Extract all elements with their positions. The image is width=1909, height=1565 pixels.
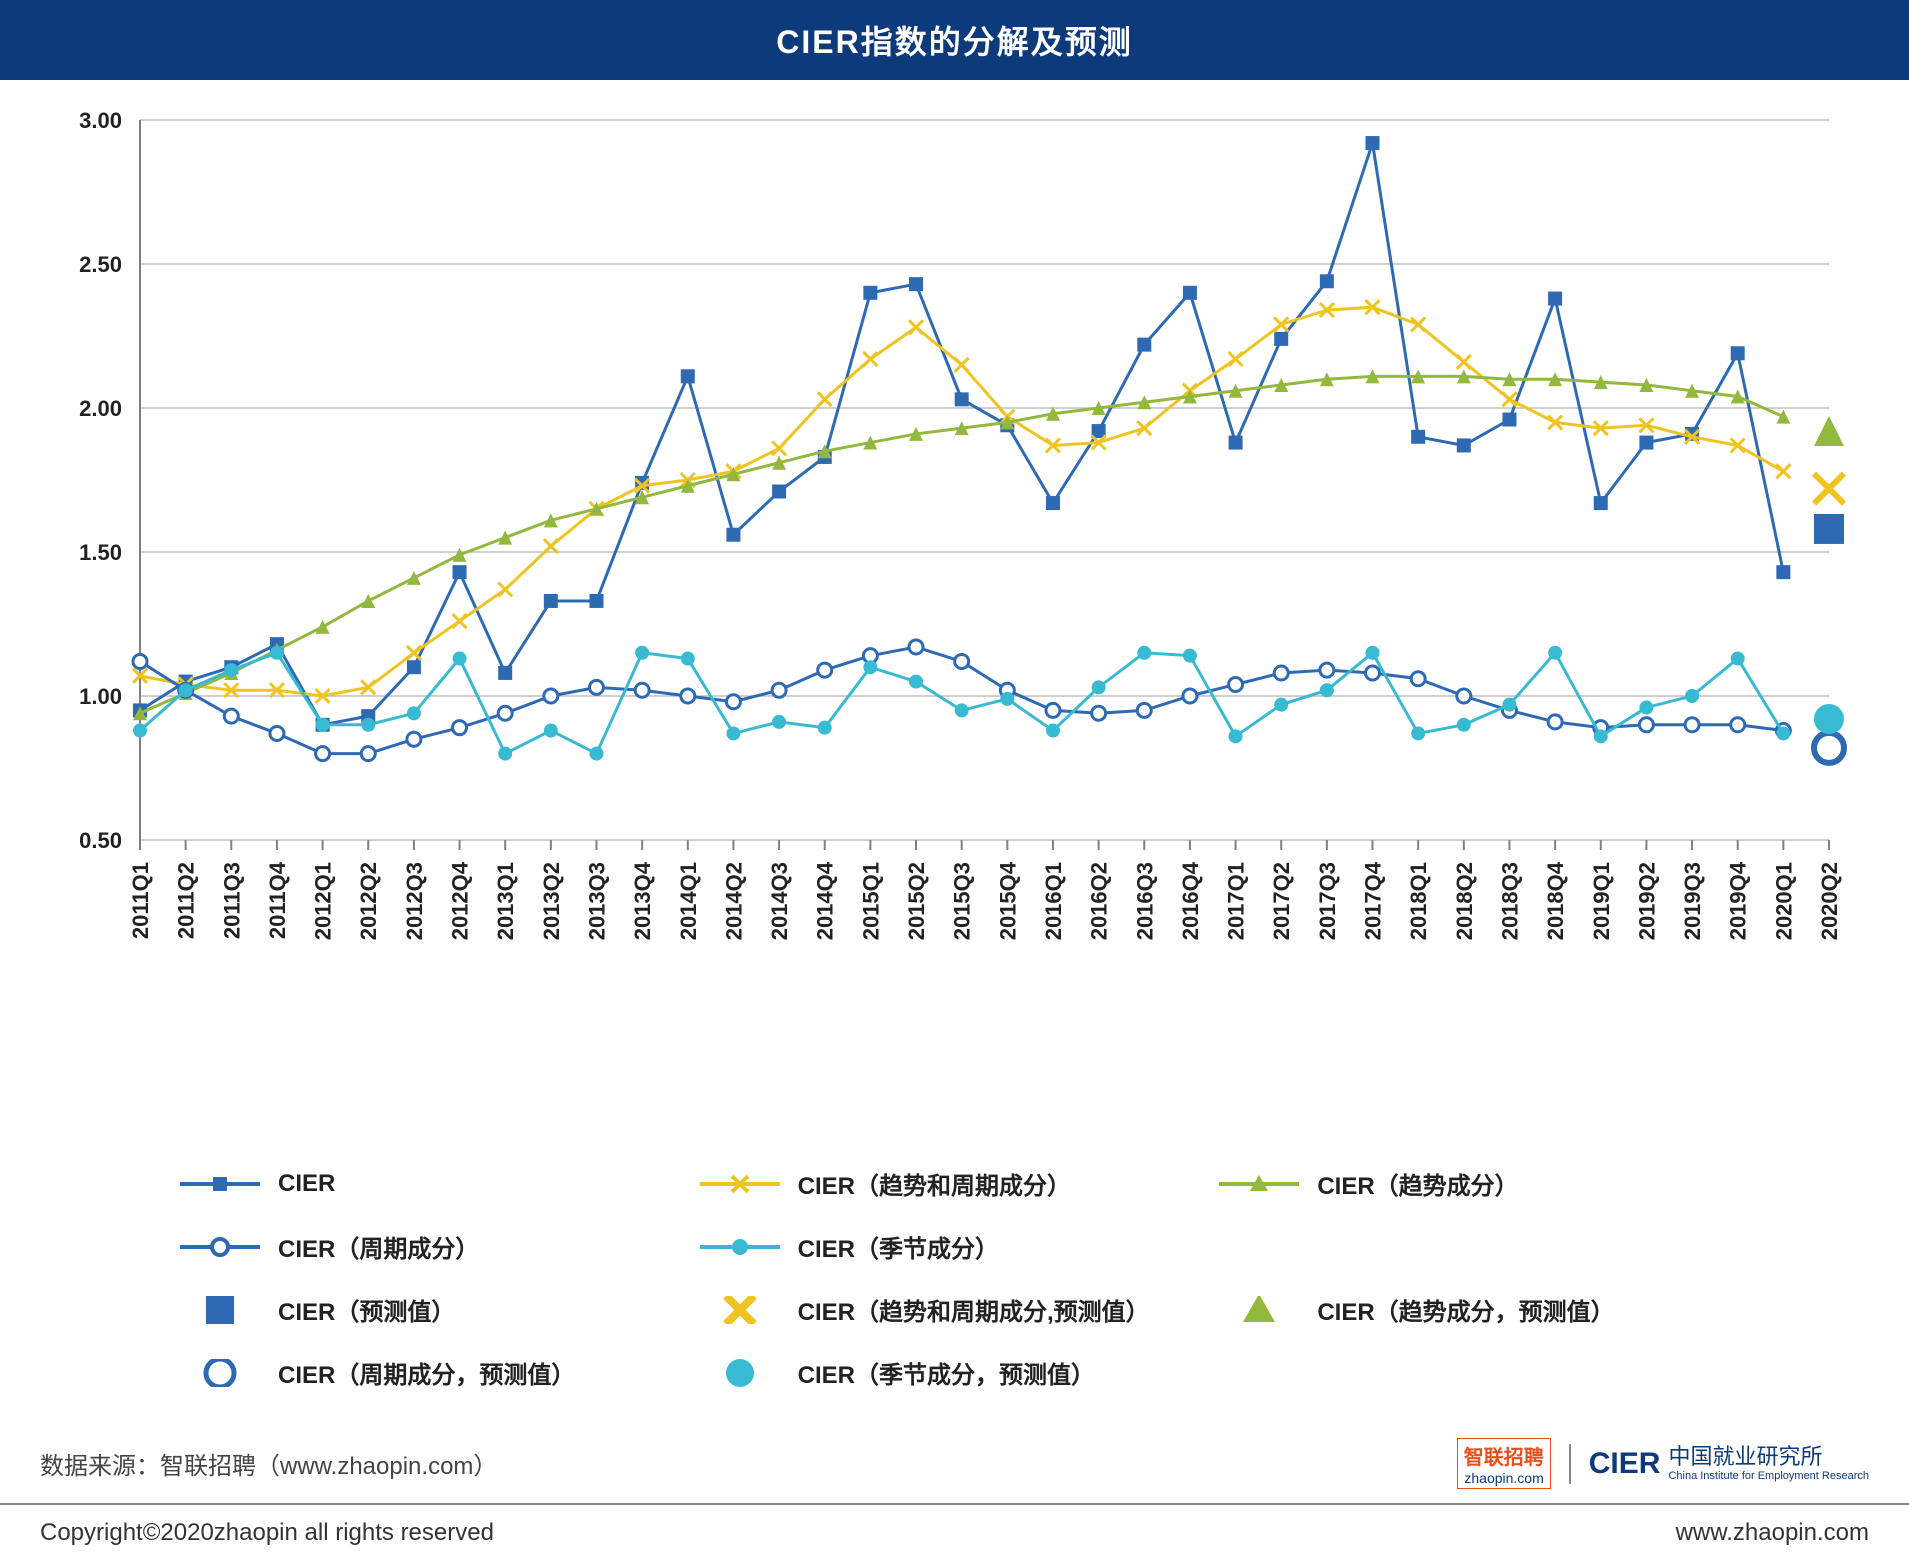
- svg-text:2020Q2: 2020Q2: [1817, 862, 1842, 940]
- svg-text:2012Q2: 2012Q2: [356, 862, 381, 940]
- zhaopin-logo-cn: 智联招聘: [1464, 1441, 1544, 1470]
- svg-text:2013Q1: 2013Q1: [493, 862, 518, 940]
- svg-text:2015Q1: 2015Q1: [858, 862, 883, 940]
- svg-text:2016Q2: 2016Q2: [1087, 862, 1112, 940]
- zhaopin-logo: 智联招聘 zhaopin.com: [1457, 1438, 1551, 1489]
- legend-label: CIER（趋势和周期成分,预测值）: [798, 1292, 1150, 1327]
- svg-text:2018Q1: 2018Q1: [1406, 862, 1431, 940]
- legend-symbol: [700, 1296, 780, 1324]
- svg-text:2011Q4: 2011Q4: [265, 861, 290, 939]
- svg-text:2017Q3: 2017Q3: [1315, 862, 1340, 940]
- legend-symbol: [180, 1359, 260, 1387]
- svg-text:2019Q4: 2019Q4: [1726, 861, 1751, 940]
- chart-area: 0.50 1.00 1.50 2.00 2.50 3.00 2011Q1 2011Q2 2011…: [0, 80, 1909, 1146]
- svg-text:2015Q4: 2015Q4: [995, 861, 1020, 940]
- legend-item: CIER（趋势成分）: [1219, 1166, 1729, 1201]
- source-row: 数据来源：智联招聘（www.zhaopin.com） 智联招聘 zhaopin.…: [0, 1420, 1909, 1503]
- legend-item: CIER（趋势和周期成分）: [700, 1166, 1210, 1201]
- legend-symbol: [1219, 1296, 1299, 1324]
- legend-label: CIER（趋势成分）: [1317, 1166, 1518, 1201]
- svg-text:2015Q3: 2015Q3: [950, 862, 975, 940]
- svg-text:2020Q1: 2020Q1: [1771, 862, 1796, 940]
- svg-text:2017Q1: 2017Q1: [1224, 862, 1249, 940]
- title-bar: CIER指数的分解及预测: [0, 0, 1909, 80]
- legend-item: CIER（季节成分，预测值）: [700, 1355, 1210, 1390]
- line-chart: 0.50 1.00 1.50 2.00 2.50 3.00 2011Q1 2011Q2 2011…: [40, 110, 1869, 1010]
- source-label: 数据来源：智联招聘（www.zhaopin.com）: [40, 1446, 497, 1481]
- svg-text:2017Q4: 2017Q4: [1361, 861, 1386, 940]
- legend-label: CIER（周期成分，预测值）: [278, 1355, 575, 1390]
- svg-text:2018Q4: 2018Q4: [1543, 861, 1568, 940]
- legend-label: CIER（周期成分）: [278, 1229, 479, 1264]
- legend-symbol: [700, 1359, 780, 1387]
- legend-item: CIER（趋势和周期成分,预测值）: [700, 1292, 1210, 1327]
- svg-text:2012Q1: 2012Q1: [311, 862, 336, 940]
- svg-text:2016Q1: 2016Q1: [1041, 862, 1066, 940]
- cier-logo-en: China Institute for Employment Research: [1668, 1470, 1869, 1482]
- svg-text:2016Q3: 2016Q3: [1132, 862, 1157, 940]
- svg-text:2013Q2: 2013Q2: [539, 862, 564, 940]
- svg-text:1.00: 1.00: [79, 684, 122, 709]
- legend-item: CIER（周期成分）: [180, 1229, 690, 1264]
- legend-symbol: [180, 1233, 260, 1261]
- svg-text:2019Q1: 2019Q1: [1589, 862, 1614, 940]
- page: CIER指数的分解及预测 0.50 1.00 1.50 2.00 2.50 3.00 201…: [0, 0, 1909, 1565]
- logo-separator: [1569, 1444, 1571, 1484]
- svg-text:2011Q2: 2011Q2: [174, 862, 199, 939]
- legend-item: CIER（季节成分）: [700, 1229, 1210, 1264]
- svg-text:2012Q3: 2012Q3: [402, 862, 427, 940]
- legend-item: CIER（周期成分，预测值）: [180, 1355, 690, 1390]
- legend-label: CIER（季节成分，预测值）: [798, 1355, 1095, 1390]
- legend: CIER CIER（趋势和周期成分） CIER（趋势成分） CIER（周期成分） CIE…: [0, 1146, 1909, 1420]
- svg-text:2014Q2: 2014Q2: [721, 862, 746, 940]
- svg-text:2.50: 2.50: [79, 252, 122, 277]
- copyright: Copyright©2020zhaopin all rights reserve…: [40, 1519, 494, 1547]
- svg-text:1.50: 1.50: [79, 540, 122, 565]
- cier-logo-text: CIER: [1589, 1447, 1661, 1481]
- logos: 智联招聘 zhaopin.com CIER 中国就业研究所 China Inst…: [1457, 1438, 1869, 1489]
- svg-text:2019Q2: 2019Q2: [1634, 862, 1659, 940]
- site-url: www.zhaopin.com: [1676, 1519, 1869, 1547]
- cier-logo-cn: 中国就业研究所: [1668, 1445, 1869, 1469]
- svg-text:2017Q2: 2017Q2: [1269, 862, 1294, 940]
- legend-symbol: [700, 1233, 780, 1261]
- svg-text:2014Q1: 2014Q1: [676, 862, 701, 940]
- footer: Copyright©2020zhaopin all rights reserve…: [0, 1503, 1909, 1565]
- legend-item: CIER（预测值）: [180, 1292, 690, 1327]
- svg-text:2013Q4: 2013Q4: [630, 861, 655, 940]
- legend-symbol: [700, 1170, 780, 1198]
- legend-symbol: [180, 1296, 260, 1324]
- svg-text:2016Q4: 2016Q4: [1178, 861, 1203, 940]
- legend-label: CIER（趋势成分，预测值）: [1317, 1292, 1614, 1327]
- svg-text:0.50: 0.50: [79, 828, 122, 853]
- svg-text:2019Q3: 2019Q3: [1680, 862, 1705, 940]
- svg-text:2011Q3: 2011Q3: [219, 862, 244, 939]
- cier-logo: CIER 中国就业研究所 China Institute for Employm…: [1589, 1445, 1869, 1481]
- svg-text:2018Q3: 2018Q3: [1497, 862, 1522, 940]
- svg-text:2.00: 2.00: [79, 396, 122, 421]
- svg-text:2013Q3: 2013Q3: [584, 862, 609, 940]
- legend-item: CIER: [180, 1166, 690, 1201]
- svg-text:2015Q2: 2015Q2: [904, 862, 929, 940]
- svg-text:2014Q4: 2014Q4: [813, 861, 838, 940]
- svg-text:3.00: 3.00: [79, 110, 122, 133]
- legend-label: CIER: [278, 1170, 335, 1198]
- legend-symbol: [180, 1170, 260, 1198]
- svg-text:2014Q3: 2014Q3: [767, 862, 792, 940]
- legend-label: CIER（季节成分）: [798, 1229, 999, 1264]
- svg-text:2011Q1: 2011Q1: [128, 862, 153, 939]
- legend-label: CIER（趋势和周期成分）: [798, 1166, 1071, 1201]
- legend-item: CIER（趋势成分，预测值）: [1219, 1292, 1729, 1327]
- svg-text:2018Q2: 2018Q2: [1452, 862, 1477, 940]
- legend-symbol: [1219, 1170, 1299, 1198]
- zhaopin-logo-en: zhaopin.com: [1464, 1470, 1544, 1486]
- chart-title: CIER指数的分解及预测: [776, 17, 1132, 63]
- legend-label: CIER（预测值）: [278, 1292, 455, 1327]
- svg-text:2012Q4: 2012Q4: [448, 861, 473, 940]
- legend-item: [1219, 1229, 1729, 1264]
